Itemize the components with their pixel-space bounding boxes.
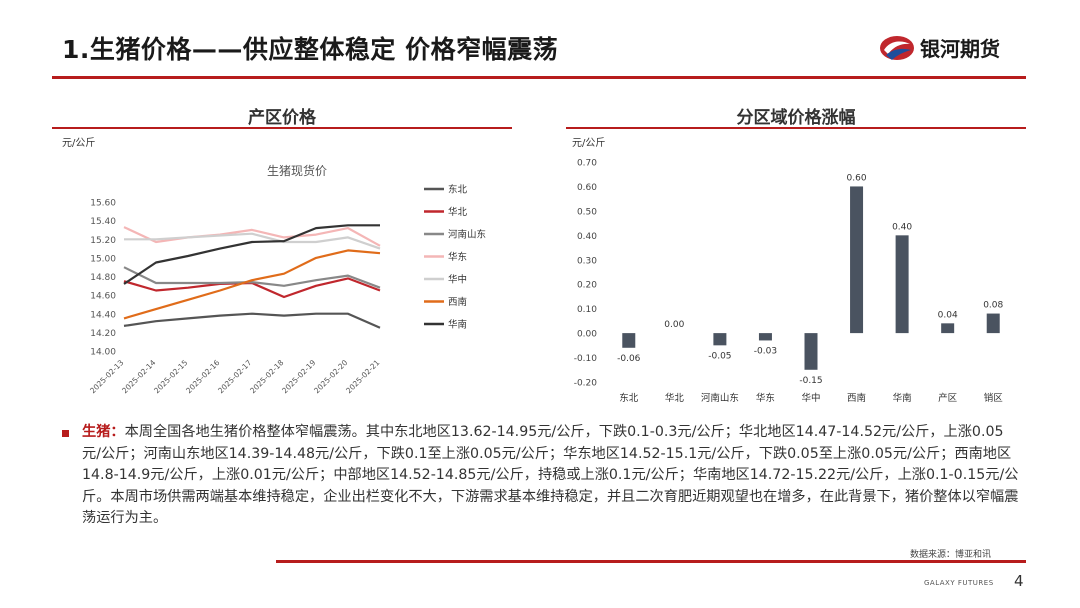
category-label: 销区 xyxy=(984,392,1004,404)
bar xyxy=(986,313,1000,334)
summary-lead: 生猪： xyxy=(82,424,125,440)
data-label: 0.40 xyxy=(892,222,912,232)
category-label: 西南 xyxy=(847,392,866,404)
page-number: 4 xyxy=(1014,572,1024,590)
legend-label: 东北 xyxy=(448,184,468,196)
data-label: 0.60 xyxy=(847,173,867,183)
category-label: 华中 xyxy=(801,392,820,404)
y-tick-label: -0.20 xyxy=(574,379,598,389)
series-line xyxy=(123,226,381,247)
category-label: 河南山东 xyxy=(701,392,739,404)
series-line xyxy=(123,312,381,329)
right-panel-title: 分区域价格涨幅 xyxy=(736,108,856,128)
series-line xyxy=(123,224,380,285)
data-label: 0.08 xyxy=(983,301,1003,311)
line-chart: 生猪现货价 14.00 14.20 14.40 14.60 14.80 15.00 15.20… xyxy=(88,163,486,395)
y-tick-label: 15.60 xyxy=(90,199,116,209)
y-tick-label: 15.20 xyxy=(90,236,116,246)
left-unit-label: 元/公斤 xyxy=(62,138,96,149)
legend-label: 华中 xyxy=(448,274,467,286)
bar xyxy=(713,333,727,346)
left-panel-divider xyxy=(52,127,512,129)
legend-label: 华北 xyxy=(448,206,468,218)
legend-label: 河南山东 xyxy=(448,229,486,241)
title-divider xyxy=(52,76,1026,79)
summary-paragraph: 生猪：本周全国各地生猪价格整体窄幅震荡。其中东北地区13.62-14.95元/公… xyxy=(82,422,1022,530)
y-tick-label: 0.00 xyxy=(577,330,597,340)
bar xyxy=(895,235,909,334)
galaxy-logo-icon xyxy=(880,36,914,60)
footer-brand: GALAXY FUTURES xyxy=(924,579,994,587)
series-line xyxy=(124,232,381,250)
y-tick-label: 14.80 xyxy=(90,273,116,283)
series-line xyxy=(123,266,381,289)
bar-chart: 0.70 0.60 0.50 0.40 0.30 0.20 0.10 0.00 -0.10 -0.… xyxy=(574,159,1004,405)
category-label: 产区 xyxy=(938,392,958,404)
page-title: 1.生猪价格——供应整体稳定 价格窄幅震荡 xyxy=(62,35,559,64)
bar xyxy=(622,333,636,348)
category-label: 华北 xyxy=(665,392,685,404)
y-tick-label: 0.60 xyxy=(577,183,597,193)
bar xyxy=(804,333,818,370)
y-tick-label: 14.40 xyxy=(90,310,116,320)
data-label: -0.03 xyxy=(754,346,777,356)
bar xyxy=(758,333,772,341)
y-tick-label: 0.20 xyxy=(577,281,597,291)
y-tick-label: 0.10 xyxy=(577,305,597,315)
brand-name: 银河期货 xyxy=(920,37,1000,61)
y-tick-label: 14.60 xyxy=(90,292,116,302)
right-unit-label: 元/公斤 xyxy=(572,138,606,149)
y-tick-label: 15.40 xyxy=(90,217,116,227)
data-label: -0.05 xyxy=(708,351,731,361)
category-label: 华东 xyxy=(756,392,775,404)
category-label: 华南 xyxy=(893,392,912,404)
legend-label: 西南 xyxy=(448,296,467,308)
legend-label: 华东 xyxy=(448,251,467,263)
y-tick-label: 15.00 xyxy=(90,254,116,264)
right-panel-divider xyxy=(566,127,1026,129)
footer-divider xyxy=(276,560,1026,563)
left-panel-title: 产区价格 xyxy=(248,108,316,128)
data-label: -0.06 xyxy=(617,354,641,364)
data-label: 0.00 xyxy=(664,320,684,330)
data-label: -0.15 xyxy=(799,376,822,386)
data-label: 0.04 xyxy=(938,310,958,320)
y-tick-label: 14.00 xyxy=(90,348,116,358)
y-tick-label: 0.40 xyxy=(577,232,597,242)
summary-text: 本周全国各地生猪价格整体窄幅震荡。其中东北地区13.62-14.95元/公斤，下… xyxy=(82,424,1019,526)
y-tick-label: 0.30 xyxy=(577,256,597,266)
data-source: 数据来源：博亚和讯 xyxy=(910,550,992,560)
y-tick-label: 0.50 xyxy=(577,207,597,217)
legend-label: 华南 xyxy=(448,319,467,331)
category-label: 东北 xyxy=(619,392,639,404)
y-tick-label: 14.20 xyxy=(90,329,116,339)
bar xyxy=(941,323,955,334)
bullet-icon xyxy=(62,430,69,437)
bar xyxy=(850,186,864,334)
y-tick-label: -0.10 xyxy=(574,354,598,364)
x-tick-label: 2025-02-21 xyxy=(344,358,381,395)
series-line xyxy=(123,249,381,320)
line-chart-title: 生猪现货价 xyxy=(267,163,327,178)
y-tick-label: 0.70 xyxy=(577,159,597,169)
